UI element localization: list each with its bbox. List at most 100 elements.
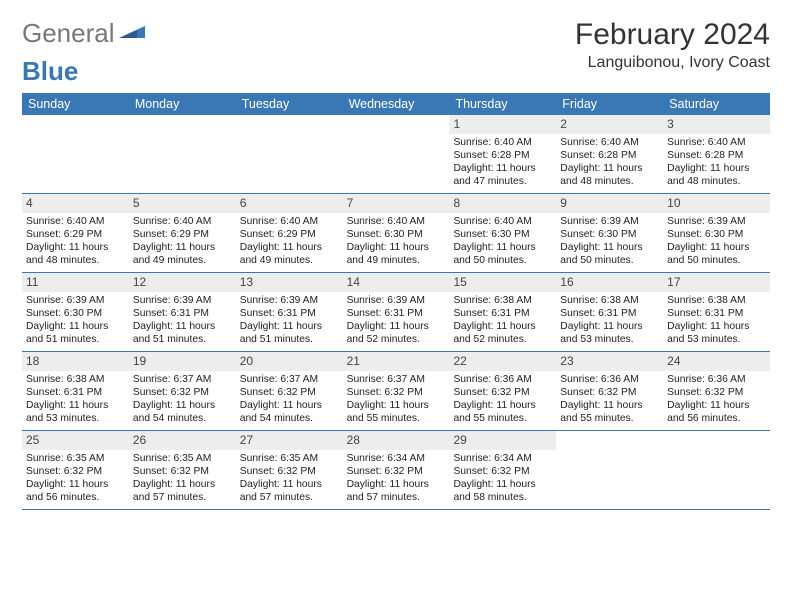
brand-part2: Blue: [22, 56, 78, 87]
weekday-header: Monday: [129, 93, 236, 115]
daylight-text: Daylight: 11 hours and 51 minutes.: [26, 321, 125, 347]
daylight-text: Daylight: 11 hours and 53 minutes.: [667, 321, 766, 347]
daylight-text: Daylight: 11 hours and 54 minutes.: [133, 400, 232, 426]
sunset-text: Sunset: 6:32 PM: [133, 466, 232, 479]
sunrise-text: Sunrise: 6:36 AM: [453, 374, 552, 387]
calendar-day: 15Sunrise: 6:38 AMSunset: 6:31 PMDayligh…: [449, 273, 556, 351]
sunset-text: Sunset: 6:30 PM: [560, 229, 659, 242]
calendar-day: 14Sunrise: 6:39 AMSunset: 6:31 PMDayligh…: [343, 273, 450, 351]
calendar-week: 25Sunrise: 6:35 AMSunset: 6:32 PMDayligh…: [22, 431, 770, 510]
day-number: 25: [22, 431, 129, 450]
day-number: 19: [129, 352, 236, 371]
day-number: 21: [343, 352, 450, 371]
calendar-day: 20Sunrise: 6:37 AMSunset: 6:32 PMDayligh…: [236, 352, 343, 430]
daylight-text: Daylight: 11 hours and 49 minutes.: [133, 242, 232, 268]
sunrise-text: Sunrise: 6:34 AM: [347, 453, 446, 466]
day-number: 11: [22, 273, 129, 292]
day-number: 29: [449, 431, 556, 450]
calendar-week: 4Sunrise: 6:40 AMSunset: 6:29 PMDaylight…: [22, 194, 770, 273]
sunset-text: Sunset: 6:28 PM: [453, 150, 552, 163]
sunrise-text: Sunrise: 6:35 AM: [26, 453, 125, 466]
daylight-text: Daylight: 11 hours and 49 minutes.: [347, 242, 446, 268]
sunset-text: Sunset: 6:30 PM: [26, 308, 125, 321]
sunrise-text: Sunrise: 6:39 AM: [347, 295, 446, 308]
day-number: 9: [556, 194, 663, 213]
sunset-text: Sunset: 6:31 PM: [560, 308, 659, 321]
daylight-text: Daylight: 11 hours and 48 minutes.: [560, 163, 659, 189]
calendar-day: 23Sunrise: 6:36 AMSunset: 6:32 PMDayligh…: [556, 352, 663, 430]
sunset-text: Sunset: 6:29 PM: [240, 229, 339, 242]
day-number: 24: [663, 352, 770, 371]
calendar-week: 1Sunrise: 6:40 AMSunset: 6:28 PMDaylight…: [22, 115, 770, 194]
sunrise-text: Sunrise: 6:37 AM: [240, 374, 339, 387]
day-number: 20: [236, 352, 343, 371]
sunset-text: Sunset: 6:28 PM: [667, 150, 766, 163]
daylight-text: Daylight: 11 hours and 57 minutes.: [133, 479, 232, 505]
calendar-day: 21Sunrise: 6:37 AMSunset: 6:32 PMDayligh…: [343, 352, 450, 430]
day-number: 5: [129, 194, 236, 213]
day-number: 22: [449, 352, 556, 371]
calendar-day: 9 Sunrise: 6:39 AMSunset: 6:30 PMDaylight…: [556, 194, 663, 272]
sunset-text: Sunset: 6:32 PM: [240, 466, 339, 479]
day-number: 18: [22, 352, 129, 371]
calendar: SundayMondayTuesdayWednesdayThursdayFrid…: [22, 93, 770, 510]
day-number: 1: [449, 115, 556, 134]
day-number: 10: [663, 194, 770, 213]
sunset-text: Sunset: 6:32 PM: [347, 387, 446, 400]
sunset-text: Sunset: 6:32 PM: [667, 387, 766, 400]
calendar-day: 8Sunrise: 6:40 AMSunset: 6:30 PMDaylight…: [449, 194, 556, 272]
calendar-day: 6Sunrise: 6:40 AMSunset: 6:29 PMDaylight…: [236, 194, 343, 272]
sunrise-text: Sunrise: 6:39 AM: [560, 216, 659, 229]
sunset-text: Sunset: 6:30 PM: [453, 229, 552, 242]
calendar-day: 2Sunrise: 6:40 AMSunset: 6:28 PMDaylight…: [556, 115, 663, 193]
sunrise-text: Sunrise: 6:40 AM: [453, 216, 552, 229]
sunset-text: Sunset: 6:31 PM: [667, 308, 766, 321]
calendar-day-empty: [663, 431, 770, 509]
sunrise-text: Sunrise: 6:34 AM: [453, 453, 552, 466]
day-number: 23: [556, 352, 663, 371]
calendar-day: 17Sunrise: 6:38 AMSunset: 6:31 PMDayligh…: [663, 273, 770, 351]
daylight-text: Daylight: 11 hours and 54 minutes.: [240, 400, 339, 426]
calendar-day-empty: [236, 115, 343, 193]
daylight-text: Daylight: 11 hours and 52 minutes.: [347, 321, 446, 347]
day-number: 6: [236, 194, 343, 213]
daylight-text: Daylight: 11 hours and 47 minutes.: [453, 163, 552, 189]
daylight-text: Daylight: 11 hours and 56 minutes.: [667, 400, 766, 426]
calendar-day: 28Sunrise: 6:34 AMSunset: 6:32 PMDayligh…: [343, 431, 450, 509]
calendar-day: 3Sunrise: 6:40 AMSunset: 6:28 PMDaylight…: [663, 115, 770, 193]
sunrise-text: Sunrise: 6:38 AM: [560, 295, 659, 308]
sunset-text: Sunset: 6:31 PM: [240, 308, 339, 321]
daylight-text: Daylight: 11 hours and 48 minutes.: [667, 163, 766, 189]
sunrise-text: Sunrise: 6:38 AM: [453, 295, 552, 308]
daylight-text: Daylight: 11 hours and 53 minutes.: [560, 321, 659, 347]
sunset-text: Sunset: 6:31 PM: [453, 308, 552, 321]
sunset-text: Sunset: 6:32 PM: [453, 387, 552, 400]
day-number: 15: [449, 273, 556, 292]
daylight-text: Daylight: 11 hours and 50 minutes.: [560, 242, 659, 268]
day-number: 17: [663, 273, 770, 292]
calendar-day: 27Sunrise: 6:35 AMSunset: 6:32 PMDayligh…: [236, 431, 343, 509]
daylight-text: Daylight: 11 hours and 51 minutes.: [133, 321, 232, 347]
month-title: February 2024: [575, 18, 770, 52]
day-number: 8: [449, 194, 556, 213]
daylight-text: Daylight: 11 hours and 48 minutes.: [26, 242, 125, 268]
sunrise-text: Sunrise: 6:38 AM: [26, 374, 125, 387]
calendar-day-empty: [129, 115, 236, 193]
location-text: Languibonou, Ivory Coast: [575, 54, 770, 72]
logo-mark-icon: [119, 14, 145, 45]
calendar-day: 1Sunrise: 6:40 AMSunset: 6:28 PMDaylight…: [449, 115, 556, 193]
sunset-text: Sunset: 6:29 PM: [133, 229, 232, 242]
calendar-day-empty: [22, 115, 129, 193]
weekday-header: Sunday: [22, 93, 129, 115]
sunset-text: Sunset: 6:32 PM: [26, 466, 125, 479]
calendar-day: 25Sunrise: 6:35 AMSunset: 6:32 PMDayligh…: [22, 431, 129, 509]
day-number: 13: [236, 273, 343, 292]
sunrise-text: Sunrise: 6:40 AM: [133, 216, 232, 229]
weekday-header: Friday: [556, 93, 663, 115]
daylight-text: Daylight: 11 hours and 49 minutes.: [240, 242, 339, 268]
sunset-text: Sunset: 6:31 PM: [26, 387, 125, 400]
sunrise-text: Sunrise: 6:35 AM: [133, 453, 232, 466]
calendar-day: 16Sunrise: 6:38 AMSunset: 6:31 PMDayligh…: [556, 273, 663, 351]
sunrise-text: Sunrise: 6:39 AM: [133, 295, 232, 308]
calendar-day: 19Sunrise: 6:37 AMSunset: 6:32 PMDayligh…: [129, 352, 236, 430]
